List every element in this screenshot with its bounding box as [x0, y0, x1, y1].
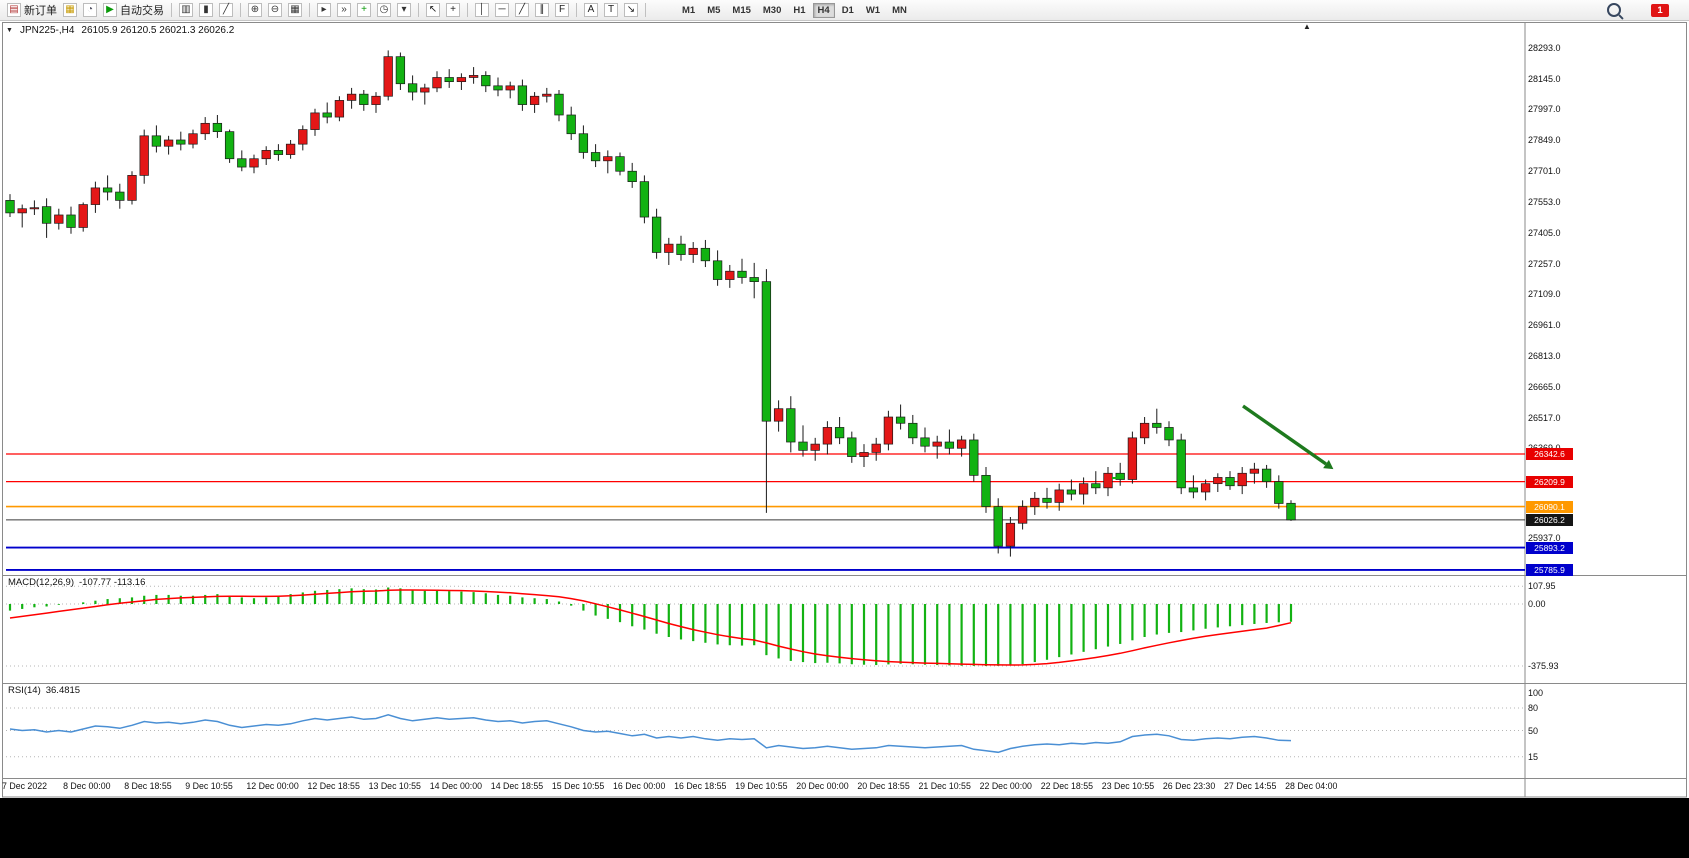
templates-icon: ▾ — [397, 3, 411, 17]
toolbar-separator — [418, 3, 419, 17]
cursor-button[interactable]: ↖ — [423, 2, 443, 18]
indicators-icon: + — [357, 3, 371, 17]
crosshair-icon: + — [446, 3, 460, 17]
notification-badge[interactable]: 1 — [1651, 3, 1669, 17]
channel-button[interactable]: ∥ — [532, 2, 552, 18]
shift-chart-button[interactable]: » — [334, 2, 354, 18]
candlestick-chart-button[interactable]: ▮ — [196, 2, 216, 18]
channel-icon: ∥ — [535, 3, 549, 17]
tile-windows-button[interactable]: ▦ — [285, 2, 305, 18]
toolbar-separator — [309, 3, 310, 17]
line-chart-icon: ╱ — [219, 3, 233, 17]
trendline-button[interactable]: ╱ — [512, 2, 532, 18]
text-button[interactable]: A — [581, 2, 601, 18]
new-order-button[interactable]: ▤ 新订单 — [4, 1, 60, 19]
zoom-out-button[interactable]: ⊖ — [265, 2, 285, 18]
text-icon: A — [584, 3, 598, 17]
macd-signal-line — [9, 589, 1292, 666]
profiles-icon: ◔ — [83, 3, 97, 17]
text-label-icon: T — [604, 3, 618, 17]
indicators-button[interactable]: + — [354, 2, 374, 18]
profiles-button[interactable]: ◔ — [80, 2, 100, 18]
zoom-out-icon: ⊖ — [268, 3, 282, 17]
horizontal-line-button[interactable]: ─ — [492, 2, 512, 18]
auto-trading-button-label: 自动交易 — [120, 5, 164, 17]
templates-button[interactable]: ▾ — [394, 2, 414, 18]
auto-trading-button[interactable]: ▶ 自动交易 — [100, 1, 167, 19]
timeframe-m5-button[interactable]: M5 — [707, 4, 721, 16]
trend-arrow-annotation[interactable] — [1242, 404, 1334, 470]
timeframe-toolbar: M1 M5 M15 M30 H1 H4 D1 W1 MN — [676, 2, 913, 18]
toolbar-separator — [171, 3, 172, 17]
bars-chart-button[interactable]: ▥ — [176, 2, 196, 18]
auto-scroll-icon: ▸ — [317, 3, 331, 17]
toolbar-separator — [240, 3, 241, 17]
auto-scroll-button[interactable]: ▸ — [314, 2, 334, 18]
arrows-button[interactable]: ↘ — [621, 2, 641, 18]
crosshair-button[interactable]: + — [443, 2, 463, 18]
timeframe-h1-button[interactable]: H1 — [793, 4, 806, 16]
rsi-line — [9, 714, 1292, 754]
text-label-button[interactable]: T — [601, 2, 621, 18]
fibonacci-icon: F — [555, 3, 569, 17]
fibonacci-button[interactable]: F — [552, 2, 572, 18]
periods-icon: ◷ — [377, 3, 391, 17]
vertical-line-button[interactable]: │ — [472, 2, 492, 18]
timeframe-d1-button[interactable]: D1 — [841, 4, 854, 16]
timeframe-m30-button[interactable]: M30 — [762, 4, 782, 16]
toolbar-separator — [645, 3, 646, 17]
bottom-bar — [0, 798, 1689, 858]
vertical-line-icon: │ — [475, 3, 489, 17]
toolbar-separator — [576, 3, 577, 17]
tile-windows-icon: ▦ — [288, 3, 302, 17]
new-chart-icon: ▦ — [63, 3, 77, 17]
new-chart-button[interactable]: ▦ — [60, 2, 80, 18]
line-chart-button[interactable]: ╱ — [216, 2, 236, 18]
zoom-in-button[interactable]: ⊕ — [245, 2, 265, 18]
candlestick-chart-icon: ▮ — [199, 3, 213, 17]
new-order-icon: ▤ — [7, 3, 21, 17]
search-icon[interactable] — [1607, 3, 1621, 17]
main-toolbar: ▤ 新订单 ▦ ◔ ▶ 自动交易 ▥ ▮ ╱ ⊕ ⊖ ▦ ▸» + ◷ ▾ ↖ + │ ─ ╱ ∥ F A T ↘ M1 M5 M15 M… — [0, 0, 1689, 21]
toolbar-buttons: ▤ 新订单 ▦ ◔ ▶ 自动交易 ▥ ▮ ╱ ⊕ ⊖ ▦ ▸» + ◷ ▾ ↖ + │ ─ ╱ ∥ F A T ↘ M1 M5 M15 M… — [4, 1, 913, 19]
zoom-in-icon: ⊕ — [248, 3, 262, 17]
shift-chart-icon: » — [337, 3, 351, 17]
timeframe-m1-button[interactable]: M1 — [682, 4, 696, 16]
cursor-icon: ↖ — [426, 3, 440, 17]
chart-window-frame — [2, 22, 1687, 798]
periods-button[interactable]: ◷ — [374, 2, 394, 18]
horizontal-line-icon: ─ — [495, 3, 509, 17]
new-order-button-label: 新订单 — [24, 5, 57, 17]
bars-chart-icon: ▥ — [179, 3, 193, 17]
toolbar-right: 1 — [1607, 3, 1685, 17]
timeframe-mn-button[interactable]: MN — [892, 4, 907, 16]
timeframe-h4-button[interactable]: H4 — [812, 2, 835, 18]
timeframe-w1-button[interactable]: W1 — [865, 4, 881, 16]
trendline-icon: ╱ — [515, 3, 529, 17]
timeframe-m15-button[interactable]: M15 — [732, 4, 751, 16]
toolbar-separator — [467, 3, 468, 17]
candles — [5, 50, 1296, 557]
horizontal-lines[interactable] — [6, 453, 1525, 571]
auto-trading-icon: ▶ — [103, 3, 117, 17]
arrows-icon: ↘ — [624, 3, 638, 17]
